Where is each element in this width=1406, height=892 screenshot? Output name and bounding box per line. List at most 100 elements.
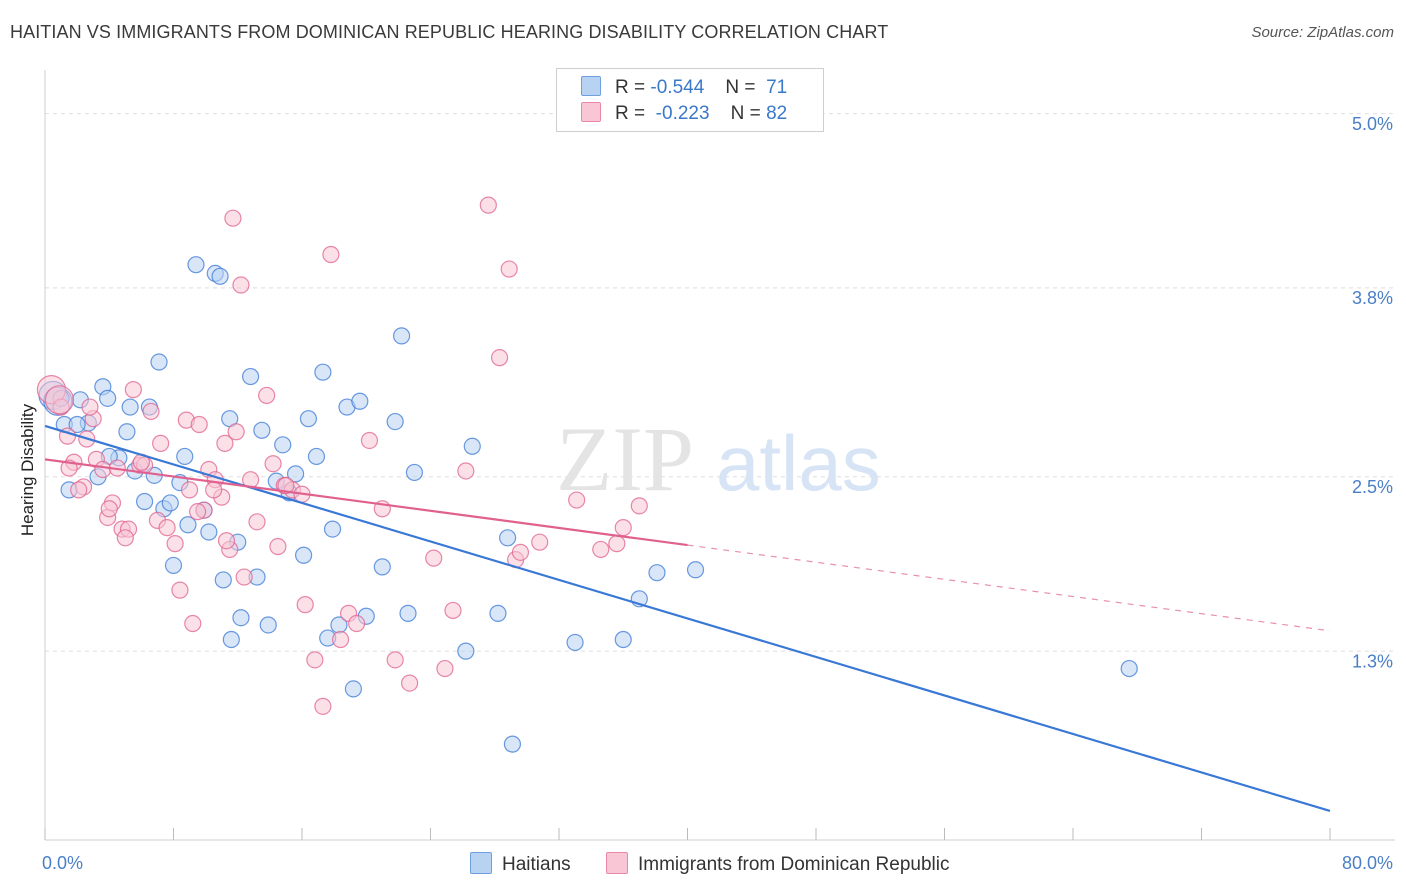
series-legend-dominican: Immigrants from Dominican Republic [606,852,950,876]
data-point [306,651,324,669]
data-point [99,389,117,407]
data-point [392,327,411,345]
data-point [176,447,194,466]
trend-line-extension-dominican [687,544,1331,632]
data-point [150,353,168,371]
data-point [436,659,454,678]
legend-r-label: R = [615,77,646,98]
y-tick-label: 5.0% [1352,114,1393,134]
y-tick-label: 3.8% [1352,288,1393,308]
data-point [216,434,234,452]
data-point [70,481,88,499]
data-point [161,494,179,512]
trend-line-haitians [44,424,1331,812]
data-point [135,492,154,511]
data-point [331,630,350,649]
data-point [142,402,160,421]
y-tick-label: 2.5% [1352,477,1393,497]
series-legend-haitians: Haitians [470,852,571,876]
data-point [214,571,232,589]
data-point [608,535,626,553]
data-point [222,630,240,649]
legend-n-value-dominican: 82 [766,103,788,124]
legend-r-value-haitians: -0.544 [650,77,705,98]
data-point [373,558,391,576]
watermark: ZIP atlas [556,408,881,510]
trend-lines [44,424,1331,812]
legend-r-value-dominican: -0.223 [655,103,710,124]
data-point [158,519,176,537]
data-point [351,392,369,410]
data-point [184,614,202,633]
data-point [457,642,475,660]
data-point [248,513,266,531]
data-point [269,537,287,556]
data-point [277,476,295,495]
x-tick-label: 80.0% [1342,853,1393,873]
data-point [124,381,142,399]
data-point [386,651,404,669]
data-point [68,415,86,434]
data-point [499,529,517,547]
x-axis-ticks: 0.0% 80.0% [42,853,1393,873]
data-point [295,546,313,564]
data-point [503,735,522,753]
data-point [264,455,282,473]
data-point [386,412,404,431]
data-point [166,535,184,553]
data-point [205,481,223,499]
chart-title: HAITIAN VS IMMIGRANTS FROM DOMINICAN REP… [10,22,889,42]
legend-swatch-haitians [581,76,601,96]
data-point [686,561,705,579]
data-point [188,503,207,521]
data-point [490,349,509,367]
data-point [314,697,332,715]
data-point [232,609,250,627]
data-point [511,543,530,561]
watermark-atlas: atlas [716,419,881,507]
legend-r-label: R = [615,103,646,124]
data-point [348,614,366,633]
data-point [187,256,205,274]
legend-n-value-haitians: 71 [766,77,788,98]
data-point [200,523,218,541]
data-point [531,533,549,551]
data-point [568,491,586,509]
data-point [444,601,462,620]
data-point [44,385,75,415]
data-point [648,564,666,582]
data-point [286,465,305,483]
data-point [360,431,379,450]
data-point [314,363,332,381]
data-point [227,423,245,441]
data-point [180,481,199,499]
legend-n-label: N = [725,77,756,98]
data-point [118,423,136,441]
data-point [211,267,229,285]
trend-line-dominican [44,458,688,547]
data-point [232,276,250,294]
data-point [224,209,242,227]
data-point [457,462,475,480]
data-point [614,519,632,537]
y-tick-label: 1.3% [1352,651,1393,671]
data-point [401,674,419,692]
data-point [592,540,610,559]
data-point [235,568,253,586]
data-point [253,421,271,439]
data-point [425,549,443,567]
data-point [116,529,134,547]
data-point [121,398,139,416]
data-point [152,434,170,452]
data-point [171,581,189,599]
data-point [94,460,112,479]
correlation-legend: R = -0.544 N = 71 R = -0.223 N = 82 [556,68,824,132]
legend-row-haitians: R = -0.544 N = 71 [581,76,787,100]
data-point [259,616,277,634]
data-points [36,196,1138,753]
data-point [81,398,99,416]
data-point [296,596,314,614]
series-swatch-haitians [470,852,492,874]
data-point [344,680,362,698]
